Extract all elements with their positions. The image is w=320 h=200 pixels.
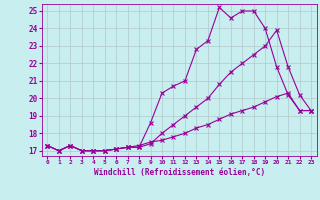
X-axis label: Windchill (Refroidissement éolien,°C): Windchill (Refroidissement éolien,°C) <box>94 168 265 177</box>
